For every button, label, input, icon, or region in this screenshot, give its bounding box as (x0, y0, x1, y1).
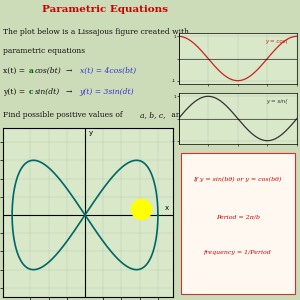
Text: →: → (66, 88, 72, 96)
Text: y(t) =: y(t) = (3, 88, 28, 96)
Text: y: y (89, 130, 93, 136)
Text: c: c (28, 88, 33, 96)
Text: frequency = 1/Period: frequency = 1/Period (204, 250, 272, 255)
Circle shape (131, 200, 152, 220)
FancyBboxPatch shape (181, 153, 295, 294)
Text: and: and (169, 111, 188, 119)
Text: Period = 2π/b: Period = 2π/b (216, 215, 260, 220)
Text: a, b, c,: a, b, c, (140, 111, 165, 119)
Text: Find possible positive values of: Find possible positive values of (3, 111, 125, 119)
Text: x(t) = 4cos(bt): x(t) = 4cos(bt) (80, 67, 136, 75)
Text: parametric equations: parametric equations (3, 46, 85, 55)
Text: y = sin(: y = sin( (266, 99, 287, 104)
Text: x(t) =: x(t) = (3, 67, 28, 75)
Text: →: → (66, 67, 72, 75)
Text: If y = sin(bθ) or y = cos(bθ): If y = sin(bθ) or y = cos(bθ) (194, 176, 282, 182)
Text: Parametric Equations: Parametric Equations (42, 5, 168, 14)
Text: a: a (28, 67, 33, 75)
Text: sin(dt): sin(dt) (34, 88, 60, 96)
Text: d.: d. (184, 111, 192, 119)
Text: y(t) = 3sin(dt): y(t) = 3sin(dt) (80, 88, 134, 96)
Text: cos(bt): cos(bt) (34, 67, 61, 75)
Text: The plot below is a Lissajous figure created with: The plot below is a Lissajous figure cre… (3, 28, 189, 36)
Text: y = cos(: y = cos( (265, 39, 287, 44)
Text: x: x (165, 205, 169, 211)
